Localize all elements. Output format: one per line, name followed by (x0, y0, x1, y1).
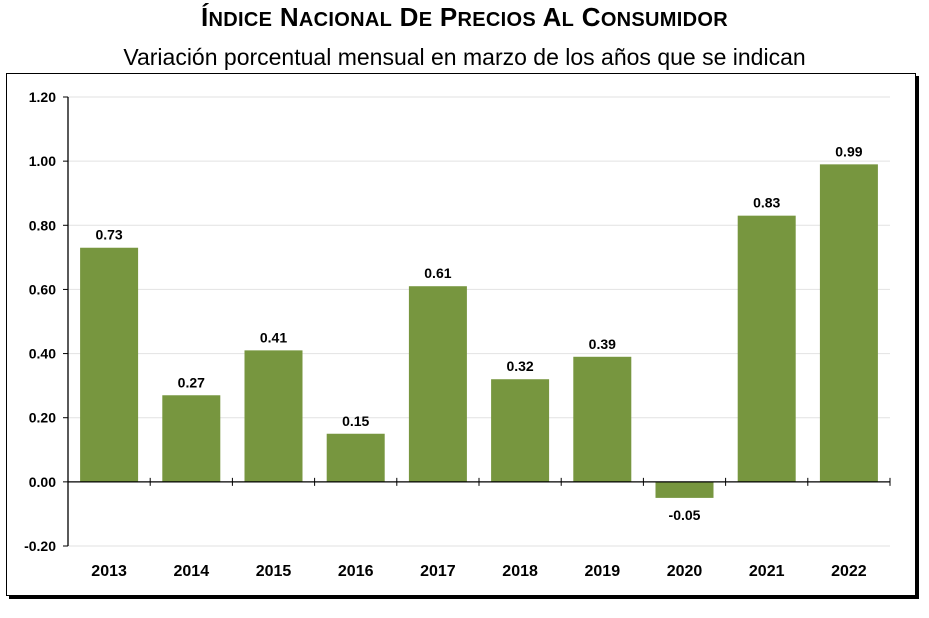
bar-2013 (80, 247, 139, 482)
bar-2019 (573, 356, 632, 482)
bar-2021 (737, 215, 796, 482)
data-label-2022: 0.99 (835, 143, 862, 159)
y-tick-label: 0.40 (29, 346, 56, 362)
bar-2022 (819, 164, 878, 482)
x-tick-label: 2017 (420, 563, 456, 580)
data-label-2020: -0.05 (669, 507, 701, 523)
y-tick-label: 0.80 (29, 217, 56, 233)
data-label-2016: 0.15 (342, 413, 369, 429)
x-tick-label: 2016 (338, 563, 374, 580)
labels: -0.20 0.00 0.20 0.40 0.60 0.80 1.00 1.20 0.73 201… (24, 89, 867, 580)
x-tick-label: 2019 (585, 563, 621, 580)
data-label-2017: 0.61 (424, 265, 451, 281)
x-tick-label: 2015 (256, 563, 292, 580)
chart-subtitle: Variación porcentual mensual en marzo de… (123, 44, 806, 70)
x-tick-label: 2021 (749, 563, 785, 580)
y-tick-label: 0.60 (29, 281, 56, 297)
y-tick-label: 0.00 (29, 474, 56, 490)
y-tick-label: 1.00 (29, 153, 56, 169)
data-label-2019: 0.39 (589, 336, 616, 352)
x-tick-label: 2013 (91, 563, 127, 580)
bar-2015 (244, 350, 303, 482)
y-tick-label: 1.20 (29, 89, 56, 105)
x-tick-label: 2020 (667, 563, 703, 580)
x-tick-label: 2018 (502, 563, 538, 580)
data-label-2013: 0.73 (95, 227, 122, 243)
x-tick-label: 2014 (174, 563, 210, 580)
chart-title: ÍNDICE NACIONAL DE PRECIOS AL CONSUMIDOR (201, 2, 728, 32)
bars (80, 164, 878, 498)
x-tick-label: 2022 (831, 563, 867, 580)
bar-2014 (162, 395, 221, 482)
bar-2020 (655, 481, 714, 498)
y-tick-label: 0.20 (29, 410, 56, 426)
axes (63, 96, 891, 547)
y-tick-label: -0.20 (24, 538, 56, 554)
bar-2017 (408, 286, 467, 482)
bar-2016 (326, 433, 385, 482)
data-label-2021: 0.83 (753, 195, 780, 211)
data-label-2015: 0.41 (260, 329, 287, 345)
data-label-2014: 0.27 (178, 374, 205, 390)
bar-2018 (491, 379, 550, 482)
data-label-2018: 0.32 (506, 358, 533, 374)
